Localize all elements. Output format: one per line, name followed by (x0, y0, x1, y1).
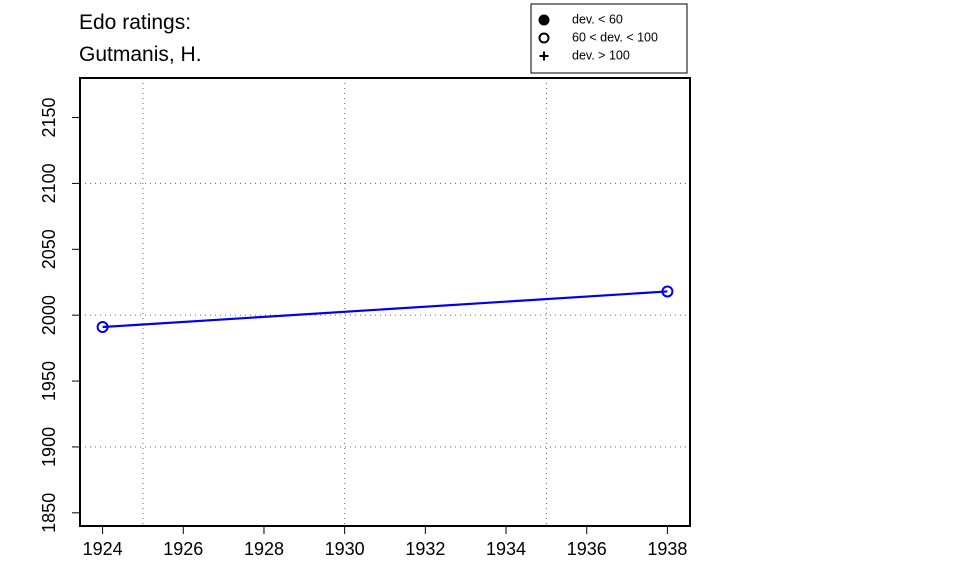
marker (661, 285, 674, 298)
legend-box (530, 3, 688, 74)
y-tick-label: 1950 (39, 361, 59, 401)
chart-title: Edo ratings: (79, 11, 191, 34)
x-tick-label: 1930 (325, 539, 365, 559)
y-tick-label: 2000 (39, 295, 59, 335)
y-tick-label: 2050 (39, 229, 59, 269)
legend-label: dev. > 100 (572, 48, 630, 62)
x-tick-label: 1928 (244, 539, 284, 559)
plot-frame (79, 77, 691, 527)
y-tick-label: 1900 (39, 427, 59, 467)
chart-title: Gutmanis, H. (79, 43, 202, 66)
x-tick-label: 1936 (567, 539, 607, 559)
legend-symbol (539, 51, 549, 61)
x-tick-label: 1938 (647, 539, 687, 559)
x-tick-label: 1924 (83, 539, 123, 559)
x-tick-label: 1926 (163, 539, 203, 559)
x-tick-label: 1934 (486, 539, 526, 559)
y-tick-label: 2150 (39, 98, 59, 138)
x-tick-label: 1932 (405, 539, 445, 559)
marker (96, 321, 109, 334)
legend-symbol (538, 32, 550, 44)
line (102, 290, 668, 329)
legend-symbol (538, 14, 550, 26)
y-tick-label: 1850 (39, 493, 59, 533)
legend-label: dev. < 60 (572, 12, 623, 26)
legend-label: 60 < dev. < 100 (572, 30, 658, 44)
y-tick-label: 2100 (39, 163, 59, 203)
